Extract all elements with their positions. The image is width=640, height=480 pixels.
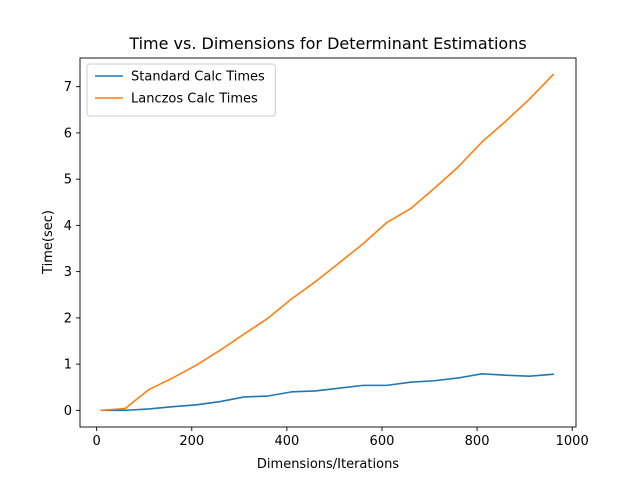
plot-area: 0 200 400 600 800 1000 0 1 2 3 4 5 6 7 bbox=[64, 57, 589, 449]
axes-frame bbox=[79, 57, 577, 428]
x-tick-label: 200 bbox=[179, 434, 204, 449]
y-axis-label: Time(sec) bbox=[41, 210, 56, 275]
x-tick-label: 600 bbox=[370, 434, 395, 449]
legend: Standard Calc Times Lanczos Calc Times bbox=[86, 63, 276, 117]
x-tick-label: 400 bbox=[274, 434, 299, 449]
y-tick-label: 0 bbox=[64, 404, 72, 419]
y-tick-label: 5 bbox=[64, 173, 72, 188]
legend-box bbox=[86, 63, 276, 117]
y-tick-label: 3 bbox=[64, 265, 72, 280]
series-line-2 bbox=[100, 73, 555, 412]
y-tick-label: 6 bbox=[64, 126, 72, 141]
series-line-1 bbox=[100, 373, 555, 412]
x-tick-label: 1000 bbox=[556, 434, 589, 449]
y-tick-label: 4 bbox=[64, 219, 72, 234]
y-tick-label: 2 bbox=[64, 311, 72, 326]
legend-label-2: Lanczos Calc Times bbox=[131, 92, 258, 107]
y-tick-label: 7 bbox=[64, 80, 72, 95]
x-tick-label: 0 bbox=[93, 434, 101, 449]
x-axis-label: Dimensions/Iterations bbox=[257, 457, 399, 472]
y-tick-label: 1 bbox=[64, 358, 72, 373]
x-tick-label: 800 bbox=[465, 434, 490, 449]
chart-title: Time vs. Dimensions for Determinant Esti… bbox=[128, 34, 526, 53]
legend-label-1: Standard Calc Times bbox=[131, 70, 265, 85]
